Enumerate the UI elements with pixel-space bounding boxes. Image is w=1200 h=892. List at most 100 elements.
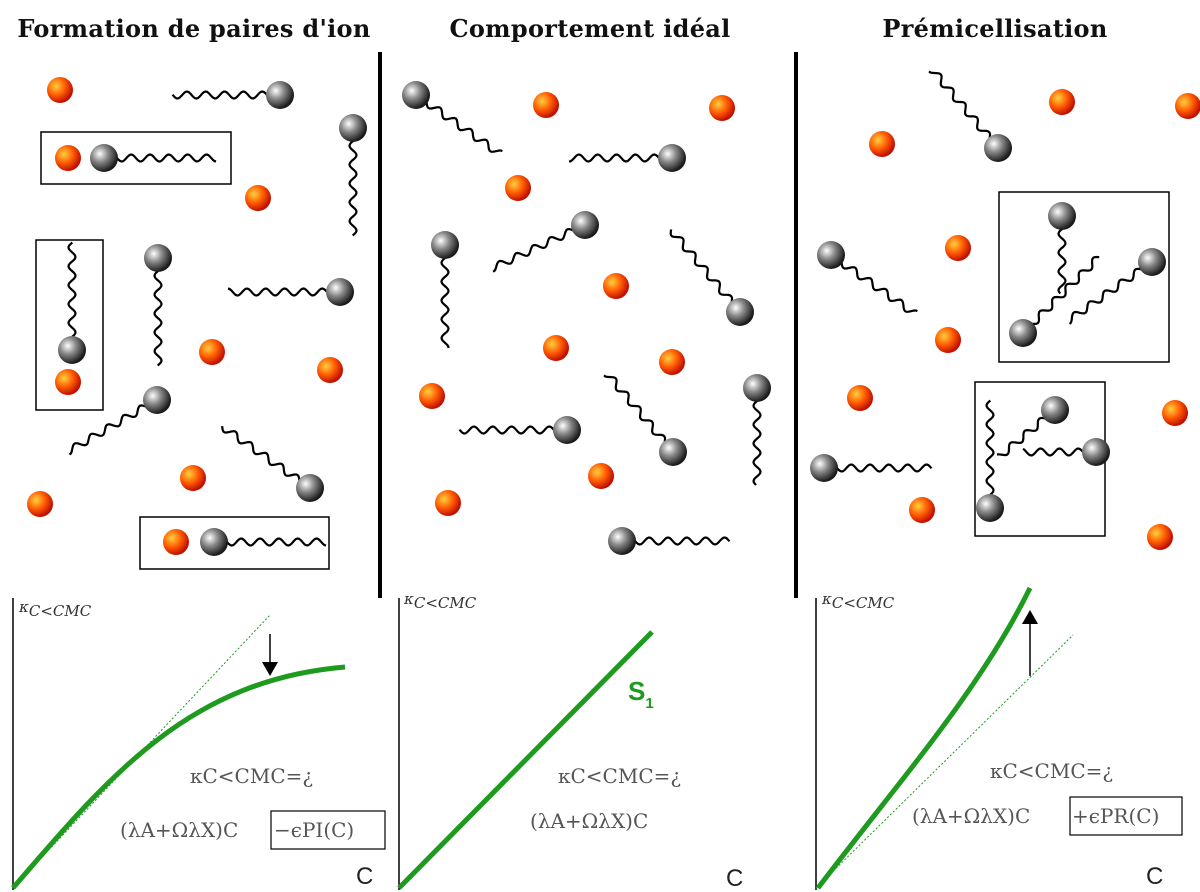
surfactant-molecule (90, 144, 217, 172)
counter-ion (47, 77, 73, 103)
x-axis-label: C (1146, 863, 1163, 890)
hydrophobic-tail (116, 153, 217, 163)
polar-head (658, 144, 686, 172)
counter-ion (935, 327, 961, 353)
hydrophobic-tail (1068, 267, 1142, 325)
counter-ion (180, 465, 206, 491)
counter-ion (505, 175, 531, 201)
counter-ion (847, 385, 873, 411)
surfactant-molecule (227, 278, 354, 306)
hydrophobic-tail (1057, 228, 1067, 295)
hydrophobic-tail (985, 399, 995, 496)
surfactant-molecule (402, 81, 503, 153)
polar-head (431, 231, 459, 259)
counter-ion (317, 357, 343, 383)
hydrophobic-tail (226, 537, 327, 547)
surfactant-molecule (68, 386, 171, 456)
hydrophobic-tail (568, 153, 660, 163)
hydrophobic-tail (348, 140, 358, 237)
hydrophobic-tail (928, 70, 992, 139)
hydrophobic-tail (67, 241, 77, 338)
surfactant-molecule (492, 211, 599, 273)
equation-line1: κC<CMC=¿ (558, 764, 681, 788)
ideal-reference-line (12, 614, 271, 889)
surfactant-molecule (1068, 248, 1166, 325)
hydrophobic-tail (1022, 447, 1084, 457)
correction-term: −ϵPI(C) (274, 818, 354, 842)
counter-ion (1175, 93, 1200, 119)
counter-ion (709, 95, 735, 121)
surfactant-molecule (996, 396, 1069, 457)
equation-line2: (λA+ΩλX)C (530, 809, 648, 833)
hydrophobic-tail (227, 287, 328, 297)
panel-title-ideal: Comportement idéal (449, 14, 731, 43)
counter-ion (55, 145, 81, 171)
arrow-head (262, 662, 278, 676)
x-axis-label: C (356, 863, 373, 890)
surfactant-molecule (1048, 202, 1076, 295)
conductivity-curve (816, 586, 1033, 890)
hydrophobic-tail (458, 425, 555, 435)
hydrophobic-tail (171, 90, 268, 100)
panel-title-pair-formation: Formation de paires d'ion (17, 14, 371, 43)
counter-ion (945, 235, 971, 261)
counter-ion (27, 491, 53, 517)
hydrophobic-tail (68, 404, 147, 456)
surfactant-molecule (58, 241, 86, 364)
graph-ideal: κC<CMC S1 C κC<CMC=¿ (λA+ΩλX)C (397, 590, 743, 892)
pair-box (139, 516, 330, 570)
pair-box (35, 239, 104, 411)
hydrophobic-tail (153, 270, 163, 367)
polar-head (90, 144, 118, 172)
surfactant-molecule (568, 144, 686, 172)
polar-head (58, 336, 86, 364)
hydrophobic-tail (425, 102, 503, 153)
polar-head (726, 298, 754, 326)
hydrophobic-tail (492, 227, 574, 273)
surfactant-molecule (221, 425, 324, 502)
premicelle-box (998, 191, 1170, 363)
polar-head (144, 244, 172, 272)
polar-head (402, 81, 430, 109)
polar-head (1009, 319, 1037, 347)
correction-term: +ϵPR(C) (1072, 804, 1159, 828)
surfactant-molecule (200, 528, 327, 556)
surfactant-molecule (669, 229, 754, 326)
surfactant-molecule (603, 374, 687, 466)
conductivity-curve (397, 630, 654, 890)
counter-ion (533, 92, 559, 118)
counter-ion (603, 273, 629, 299)
counter-ion (55, 369, 81, 395)
counter-ion (163, 529, 189, 555)
equation-line1: κC<CMC=¿ (190, 764, 313, 788)
equation-line2: (λA+ΩλX)C (120, 818, 238, 842)
counter-ion (659, 349, 685, 375)
polar-head (1082, 438, 1110, 466)
polar-head (571, 211, 599, 239)
surfactant-molecule (144, 244, 172, 367)
polar-head (326, 278, 354, 306)
y-axis-label: κC<CMC (403, 590, 477, 612)
counter-ion (588, 463, 614, 489)
hydrophobic-tail (752, 400, 762, 486)
hydrophobic-tail (634, 536, 731, 546)
counter-ion (543, 335, 569, 361)
hydrophobic-tail (221, 425, 301, 481)
graph-pair-formation: κC<CMC C κC<CMC=¿ (λA+ΩλX)C −ϵPI(C) (11, 598, 386, 890)
polar-head (810, 454, 838, 482)
polar-head (608, 527, 636, 555)
surfactant-molecule (458, 416, 581, 444)
counter-ion (245, 185, 271, 211)
surfactant-molecule (339, 114, 367, 237)
surfactant-molecule (1022, 438, 1110, 466)
polar-head (976, 494, 1004, 522)
surfactant-molecule (431, 231, 459, 349)
hydrophobic-tail (440, 257, 450, 349)
surfactant-molecule (817, 241, 918, 313)
polar-head (817, 241, 845, 269)
ideal-reference-line (815, 634, 1074, 889)
conductivity-curve (11, 664, 346, 890)
surfactant-molecule (928, 70, 1012, 162)
counter-ion (435, 490, 461, 516)
